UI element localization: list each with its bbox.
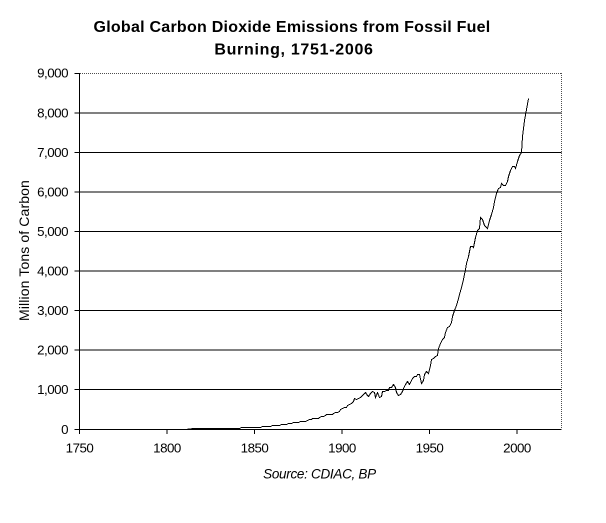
svg-text:6,000: 6,000 [37, 185, 68, 200]
svg-text:Global Carbon Dioxide Emission: Global Carbon Dioxide Emissions from Fos… [94, 19, 491, 36]
svg-text:8,000: 8,000 [37, 106, 68, 121]
svg-text:Million Tons of Carbon: Million Tons of Carbon [16, 180, 32, 321]
svg-text:1900: 1900 [328, 441, 356, 456]
svg-text:5,000: 5,000 [37, 224, 68, 239]
svg-text:Source: CDIAC, BP: Source: CDIAC, BP [263, 466, 376, 481]
svg-text:7,000: 7,000 [37, 145, 68, 160]
svg-text:1750: 1750 [66, 441, 94, 456]
svg-text:1,000: 1,000 [37, 382, 68, 397]
svg-text:Burning, 1751-2006: Burning, 1751-2006 [214, 41, 373, 58]
svg-text:9,000: 9,000 [37, 66, 68, 81]
svg-text:4,000: 4,000 [37, 264, 68, 279]
svg-text:2000: 2000 [503, 441, 531, 456]
svg-text:0: 0 [61, 422, 68, 437]
svg-text:1950: 1950 [416, 441, 444, 456]
svg-text:1800: 1800 [153, 441, 181, 456]
svg-text:3,000: 3,000 [37, 303, 68, 318]
svg-text:1850: 1850 [241, 441, 269, 456]
svg-text:2,000: 2,000 [37, 343, 68, 358]
